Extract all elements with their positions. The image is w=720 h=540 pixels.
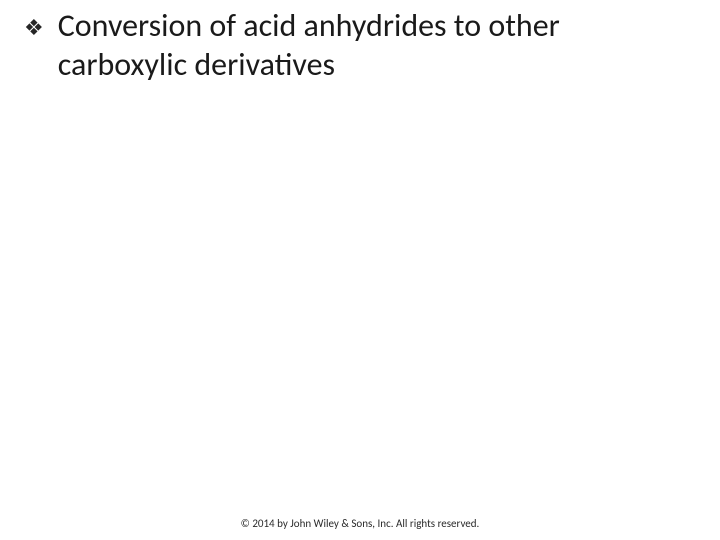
slide: ❖ Conversion of acid anhydrides to other… bbox=[0, 0, 720, 540]
diamond-bullet-icon: ❖ bbox=[24, 8, 44, 48]
bullet-row: ❖ Conversion of acid anhydrides to other… bbox=[24, 6, 696, 84]
bullet-text: Conversion of acid anhydrides to other c… bbox=[58, 6, 696, 84]
copyright-footer: © 2014 by John Wiley & Sons, Inc. All ri… bbox=[0, 517, 720, 530]
